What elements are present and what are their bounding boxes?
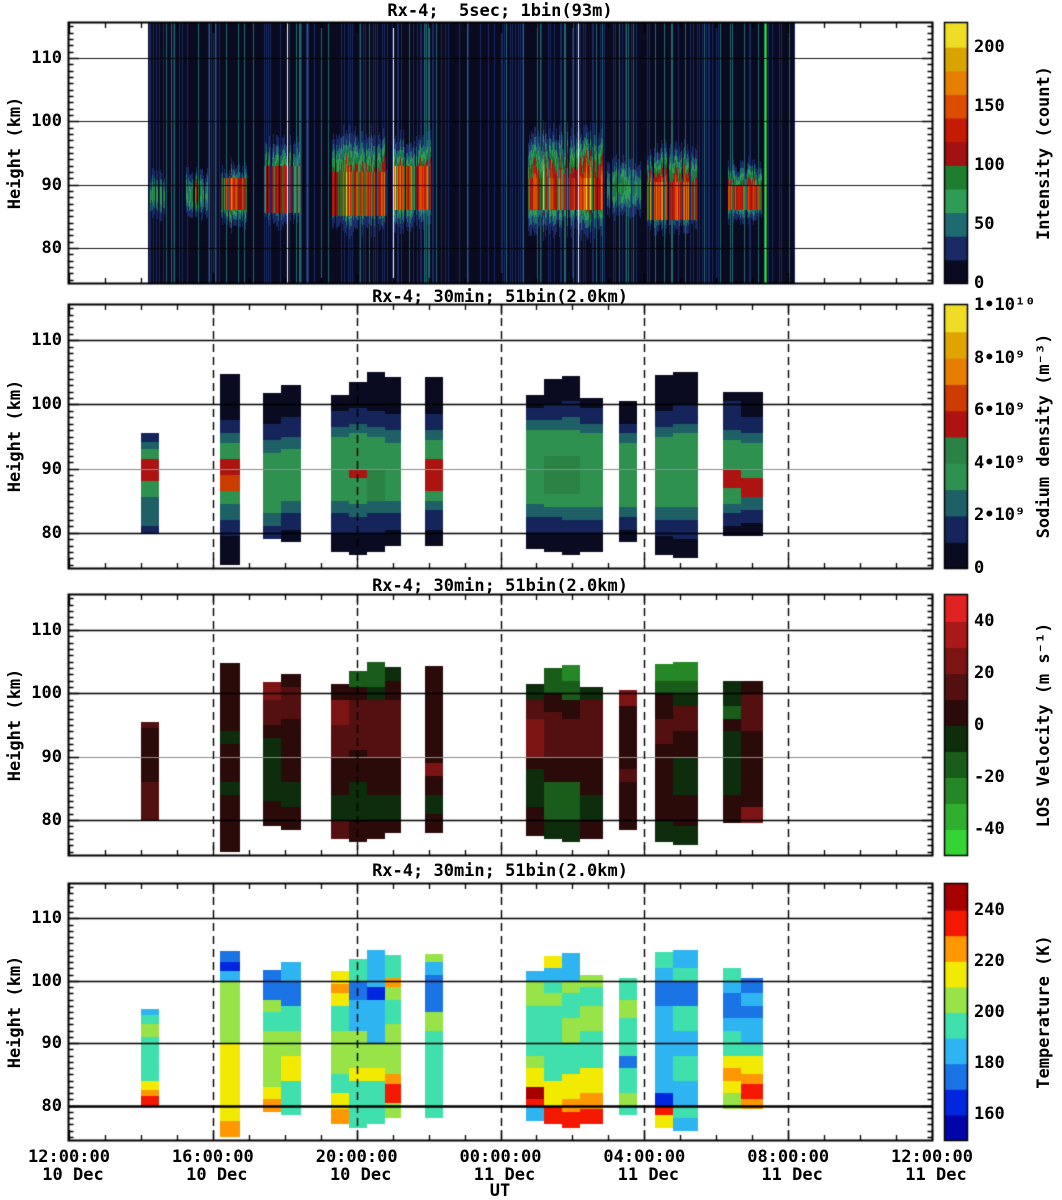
colorbar-tick-label: 220 bbox=[974, 950, 1005, 971]
y-tick-label: 100 bbox=[31, 394, 62, 415]
y-tick-label: 110 bbox=[31, 47, 62, 68]
x-tick-date-label: 10 Dec bbox=[42, 1165, 104, 1185]
y-tick-label: 100 bbox=[31, 970, 62, 991]
y-tick-label: 90 bbox=[41, 174, 62, 195]
y-tick-label: 80 bbox=[41, 810, 62, 831]
panel3-title: Rx-4; 30min; 51bin(2.0km) bbox=[372, 576, 628, 596]
x-tick-time-label: 16:00:00 bbox=[171, 1147, 254, 1167]
y-tick-label: 90 bbox=[41, 746, 62, 767]
y-tick-label: 110 bbox=[31, 619, 62, 640]
x-tick-date-label: 11 Dec bbox=[617, 1165, 680, 1185]
y-tick-label: 90 bbox=[41, 1033, 62, 1054]
panel2-title: Rx-4; 30min; 51bin(2.0km) bbox=[372, 287, 628, 307]
colorbar-tick-label: -40 bbox=[974, 819, 1005, 839]
x-axis-title: UT bbox=[489, 1181, 511, 1200]
x-tick-date-label: 10 Dec bbox=[186, 1165, 248, 1185]
colorbar-tick-label: 200 bbox=[974, 36, 1005, 57]
colorbar-tick-label: 6•10⁹ bbox=[974, 400, 1026, 421]
colorbar-tick-label: 180 bbox=[974, 1053, 1005, 1074]
x-tick-date-label: 11 Dec bbox=[473, 1165, 536, 1185]
y-tick-label: 80 bbox=[41, 522, 62, 543]
colorbar-tick-label: 0 bbox=[974, 273, 985, 293]
colorbar-tick-label: 1•10¹⁰ bbox=[974, 295, 1036, 315]
x-tick-time-label: 20:00:00 bbox=[315, 1147, 398, 1167]
colorbar-tick-label: 50 bbox=[974, 213, 995, 234]
panel1-title: Rx-4; 5sec; 1bin(93m) bbox=[387, 1, 613, 21]
colorbar-tick-label: 0 bbox=[974, 558, 985, 578]
colorbar-tick-label: 150 bbox=[974, 95, 1005, 116]
x-tick-time-label: 12:00:00 bbox=[28, 1147, 110, 1167]
x-tick-time-label: 00:00:00 bbox=[459, 1147, 542, 1167]
y-tick-label: 100 bbox=[31, 683, 62, 704]
y-tick-label: 110 bbox=[31, 330, 62, 351]
colorbar-tick-label: 2•10⁹ bbox=[974, 505, 1026, 526]
x-tick-time-label: 12:00:00 bbox=[891, 1147, 973, 1167]
colorbar-tick-label: 20 bbox=[974, 663, 995, 683]
y-tick-label: 100 bbox=[31, 111, 62, 132]
colorbar-tick-label: 0 bbox=[974, 715, 985, 735]
colorbar-tick-label: 240 bbox=[974, 899, 1005, 920]
colorbar-tick-label: 40 bbox=[974, 611, 995, 631]
colorbar-tick-label: 200 bbox=[974, 1002, 1005, 1022]
panel4-title: Rx-4; 30min; 51bin(2.0km) bbox=[372, 861, 628, 881]
colorbar-tick-label: 100 bbox=[974, 154, 1005, 175]
y-tick-label: 90 bbox=[41, 458, 62, 479]
x-tick-time-label: 04:00:00 bbox=[603, 1147, 686, 1167]
x-tick-date-label: 11 Dec bbox=[761, 1165, 823, 1185]
colorbar-tick-label: 160 bbox=[974, 1104, 1005, 1125]
y-tick-label: 110 bbox=[31, 908, 62, 929]
colorbar-tick-label: 4•10⁹ bbox=[974, 452, 1026, 473]
y-tick-label: 80 bbox=[41, 1095, 62, 1116]
x-tick-time-label: 08:00:00 bbox=[747, 1147, 830, 1167]
y-tick-label: 80 bbox=[41, 238, 62, 259]
colorbar-tick-label: 8•10⁹ bbox=[974, 347, 1026, 368]
x-tick-date-label: 11 Dec bbox=[905, 1165, 967, 1185]
colorbar-tick-label: -20 bbox=[974, 767, 1005, 787]
x-tick-date-label: 10 Dec bbox=[329, 1165, 392, 1185]
